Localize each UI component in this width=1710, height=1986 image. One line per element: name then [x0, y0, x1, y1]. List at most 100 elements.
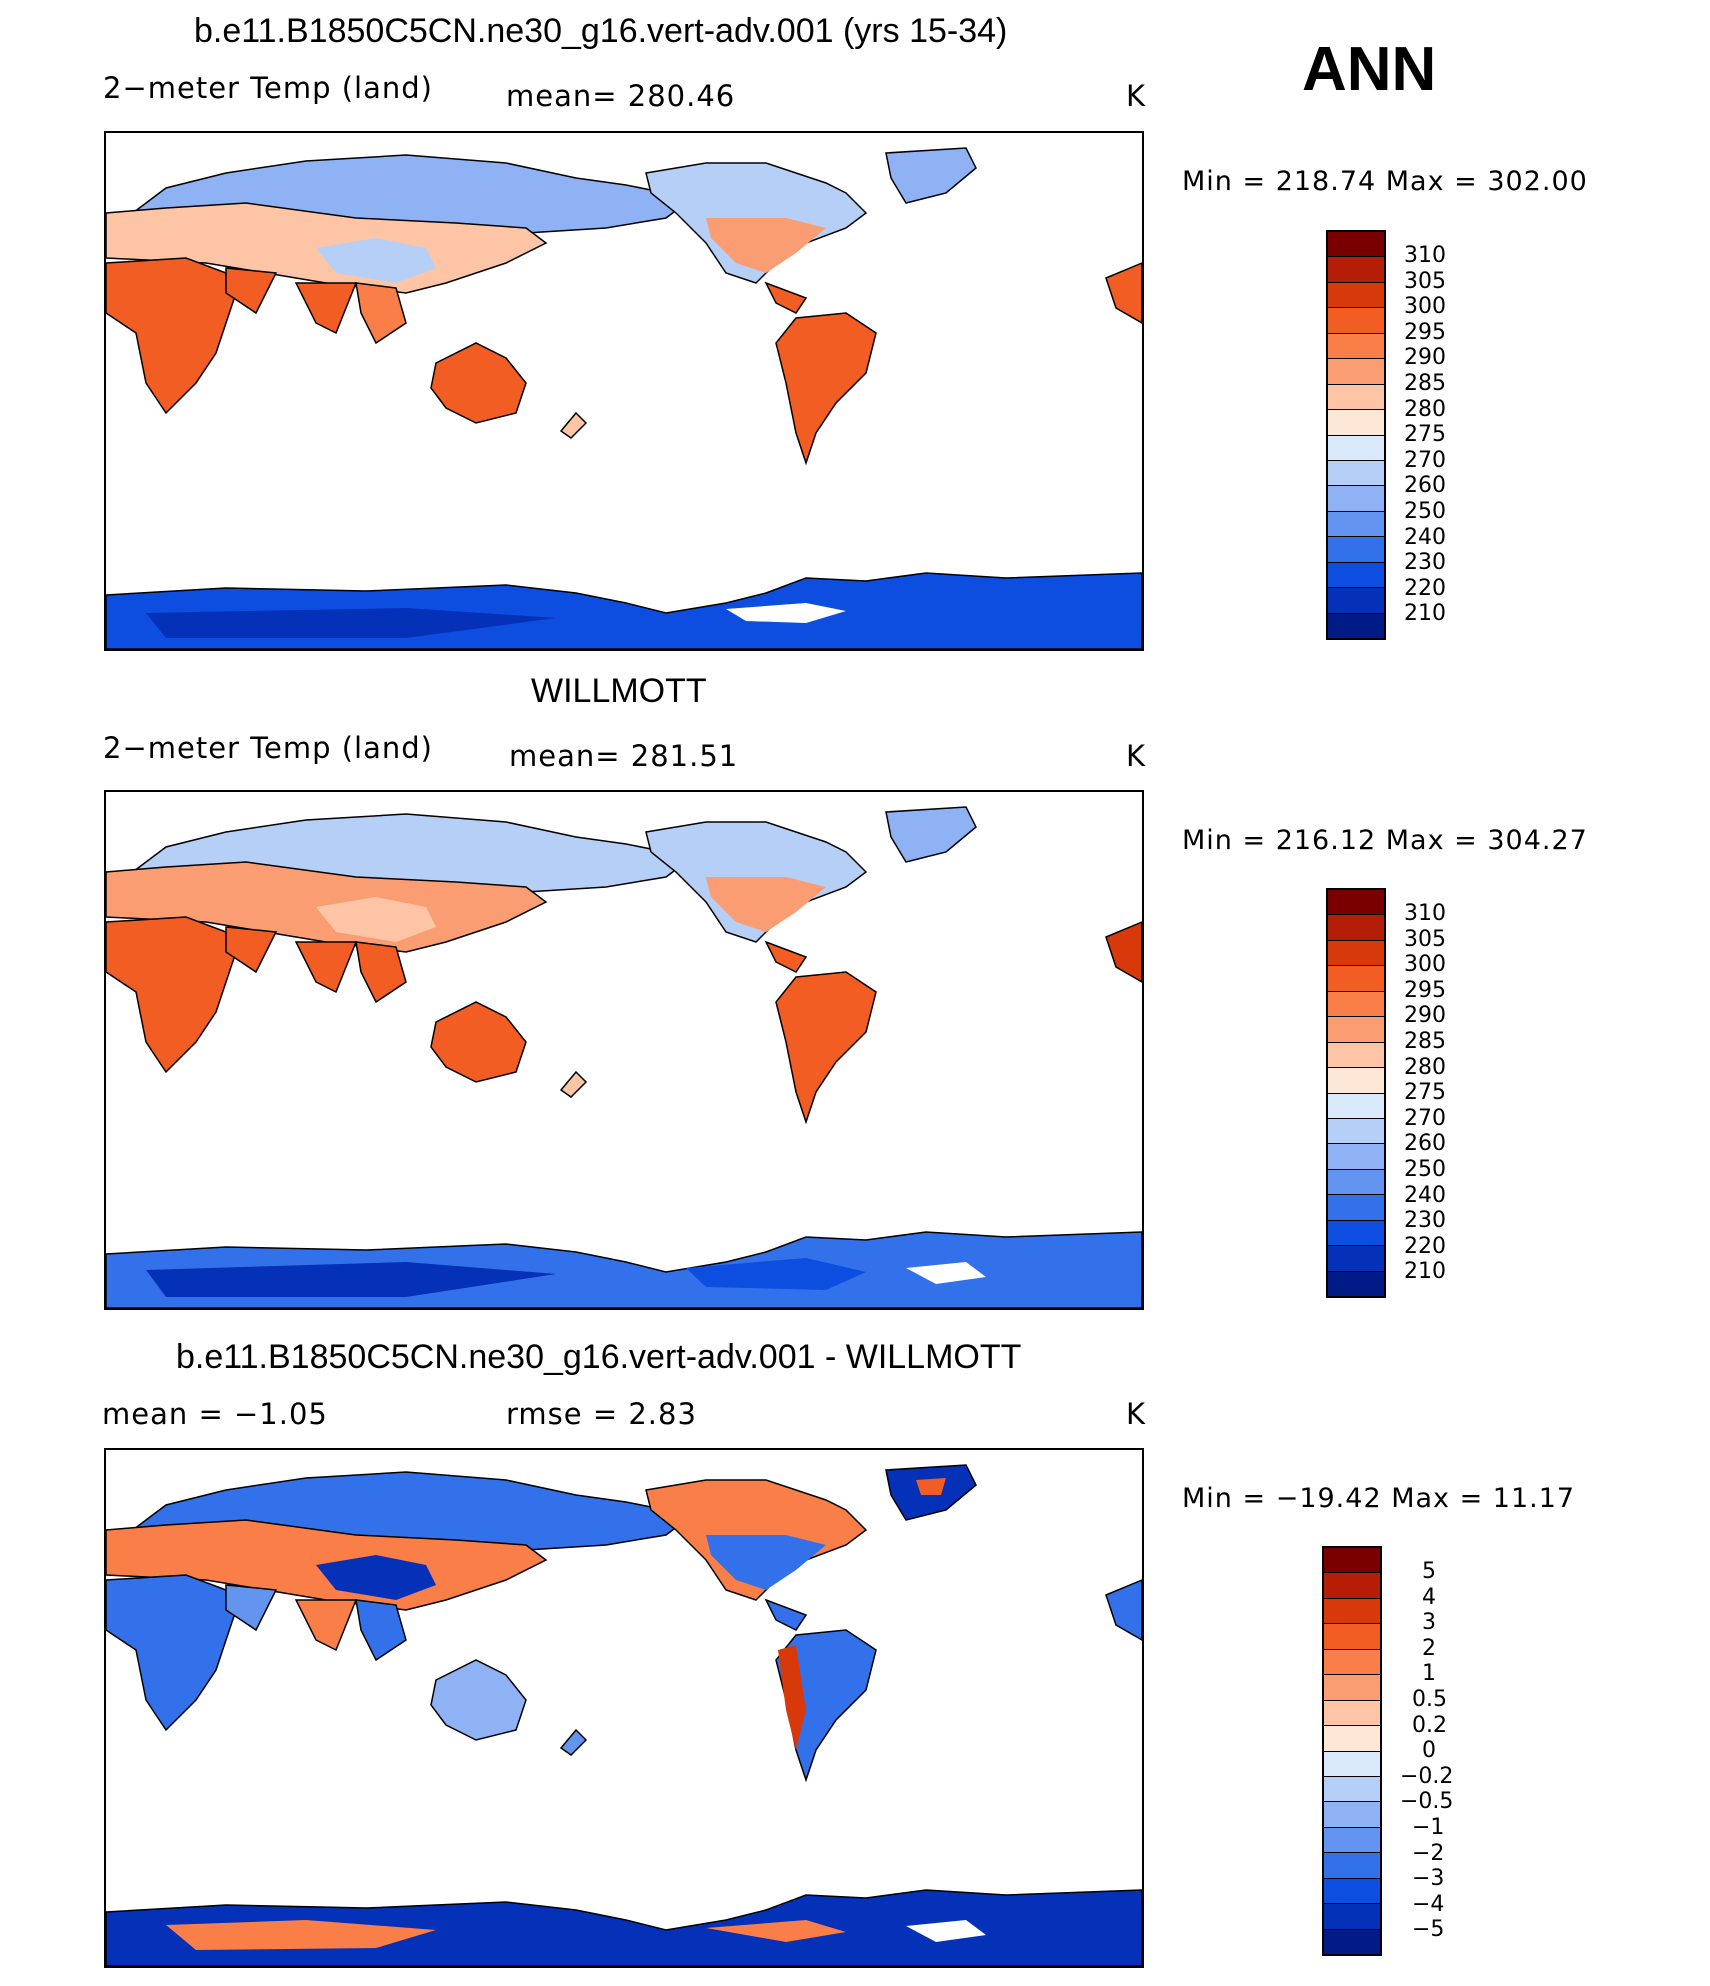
antarctica-east-warm-anomaly [706, 1920, 846, 1942]
panel2-colorbar-swatch [1328, 1068, 1384, 1094]
colorbar-tick-label: 2 [1422, 1635, 1436, 1661]
panel3-map-svg [106, 1464, 1142, 1966]
panel1-colorbar-swatch [1328, 333, 1384, 360]
colorbar-tick-label: 220 [1404, 1233, 1446, 1259]
west-africa-edge-shape [1105, 1579, 1142, 1641]
south-america-shape [775, 971, 877, 1125]
antarctica-warm-anomaly [166, 1920, 436, 1950]
panel3-colorbar [1322, 1546, 1382, 1956]
west-africa-edge-shape [1105, 262, 1142, 324]
africa-shape [106, 916, 237, 1074]
panel2-colorbar-swatch [1328, 1220, 1384, 1247]
colorbar-tick-label: 310 [1404, 901, 1446, 926]
se-asia-shape [355, 282, 407, 345]
panel2-variable-label: 2−meter Temp (land) [103, 731, 433, 765]
panel3-colorbar-swatch [1324, 1802, 1380, 1828]
antarctica-east-shape [686, 1258, 866, 1290]
usa-shape [706, 218, 826, 273]
panel1-colorbar-swatch [1328, 410, 1384, 436]
panel3-colorbar-swatch [1324, 1853, 1380, 1879]
colorbar-tick-label: 210 [1404, 1259, 1446, 1285]
colorbar-tick-label: 295 [1404, 977, 1446, 1003]
colorbar-tick-label: 230 [1404, 1208, 1446, 1234]
panel3-colorbar-swatch [1324, 1548, 1380, 1574]
colorbar-tick-label: 300 [1404, 952, 1446, 978]
colorbar-tick-label: 280 [1404, 396, 1446, 422]
panel1-colorbar [1326, 230, 1386, 640]
colorbar-tick-label: 3 [1422, 1610, 1436, 1636]
panel2-map [104, 790, 1144, 1310]
panel1-colorbar-swatch [1328, 613, 1384, 638]
antarctica-interior [146, 608, 556, 638]
new-zealand-shape [559, 411, 588, 439]
panel1-colorbar-swatch [1328, 537, 1384, 563]
new-zealand-shape [559, 1070, 588, 1098]
colorbar-tick-label: 220 [1404, 575, 1446, 601]
panel3-colorbar-swatch [1324, 1827, 1380, 1854]
ice-shelf-white [906, 1262, 986, 1284]
panel2-colorbar [1326, 888, 1386, 1298]
colorbar-tick-label: 260 [1404, 1131, 1446, 1157]
new-zealand-shape [559, 1728, 588, 1756]
australia-shape [430, 1001, 527, 1083]
colorbar-tick-label: 240 [1404, 1182, 1446, 1208]
central-america-shape [764, 1598, 808, 1631]
panel3-colorbar-swatch [1324, 1878, 1380, 1905]
panel2-colorbar-swatch [1328, 915, 1384, 941]
panel2-colorbar-swatch [1328, 1144, 1384, 1170]
colorbar-tick-label: 250 [1404, 1157, 1446, 1182]
panel3-map [104, 1448, 1144, 1968]
panel3-colorbar-swatch [1324, 1573, 1380, 1599]
panel3-units: K [1126, 1397, 1147, 1431]
panel2-colorbar-swatch [1328, 1246, 1384, 1272]
panel2-map-svg [106, 806, 1142, 1308]
panel1-colorbar-swatch [1328, 562, 1384, 589]
panel3-colorbar-swatch [1324, 1700, 1380, 1727]
panel2-colorbar-swatch [1328, 1042, 1384, 1069]
colorbar-tick-label: 270 [1404, 1105, 1446, 1131]
colorbar-tick-label: 5 [1422, 1559, 1436, 1584]
colorbar-tick-label: 275 [1404, 422, 1446, 448]
panel2-minmax: Min = 216.12 Max = 304.27 [1182, 825, 1588, 856]
ross-ice-shelf [726, 603, 846, 623]
colorbar-tick-label: 230 [1404, 550, 1446, 576]
tibet-shape [316, 897, 436, 942]
west-africa-edge-shape [1105, 921, 1142, 983]
ice-shelf-white [906, 1920, 986, 1942]
panel1-map-svg [106, 147, 1142, 649]
panel1-colorbar-swatch [1328, 588, 1384, 614]
antarctica-interior [146, 1262, 556, 1297]
colorbar-tick-label: 290 [1404, 1003, 1446, 1029]
panel1-minmax: Min = 218.74 Max = 302.00 [1182, 166, 1588, 197]
central-america-shape [764, 940, 808, 973]
panel2-colorbar-swatch [1328, 1169, 1384, 1196]
colorbar-tick-label: −1 [1412, 1815, 1445, 1840]
colorbar-tick-label: −2 [1412, 1840, 1445, 1866]
panel2-colorbar-swatch [1328, 1093, 1384, 1119]
panel3-colorbar-swatch [1324, 1929, 1380, 1954]
panel2-units: K [1126, 739, 1147, 773]
australia-shape [430, 1659, 527, 1741]
panel1-colorbar-swatch [1328, 308, 1384, 334]
usa-shape [706, 1535, 826, 1590]
colorbar-tick-label: 0.2 [1412, 1712, 1447, 1738]
colorbar-tick-label: −5 [1412, 1917, 1445, 1943]
colorbar-tick-label: −3 [1412, 1866, 1445, 1892]
panel1-map [104, 131, 1144, 651]
panel2-colorbar-swatch [1328, 1017, 1384, 1043]
south-america-shape [775, 312, 877, 466]
andes-warm-anomaly [778, 1645, 806, 1750]
colorbar-tick-label: 305 [1404, 926, 1446, 952]
panel3-colorbar-swatch [1324, 1726, 1380, 1752]
usa-shape [706, 877, 826, 932]
colorbar-tick-label: 240 [1404, 524, 1446, 550]
india-shape [294, 1599, 358, 1652]
panel1-colorbar-swatch [1328, 257, 1384, 283]
colorbar-tick-label: −0.2 [1400, 1763, 1454, 1789]
panel1-colorbar-swatch [1328, 384, 1384, 411]
colorbar-tick-label: 4 [1422, 1584, 1436, 1610]
colorbar-tick-label: 295 [1404, 319, 1446, 345]
panel1-units: K [1126, 79, 1147, 113]
colorbar-tick-label: 300 [1404, 294, 1446, 320]
